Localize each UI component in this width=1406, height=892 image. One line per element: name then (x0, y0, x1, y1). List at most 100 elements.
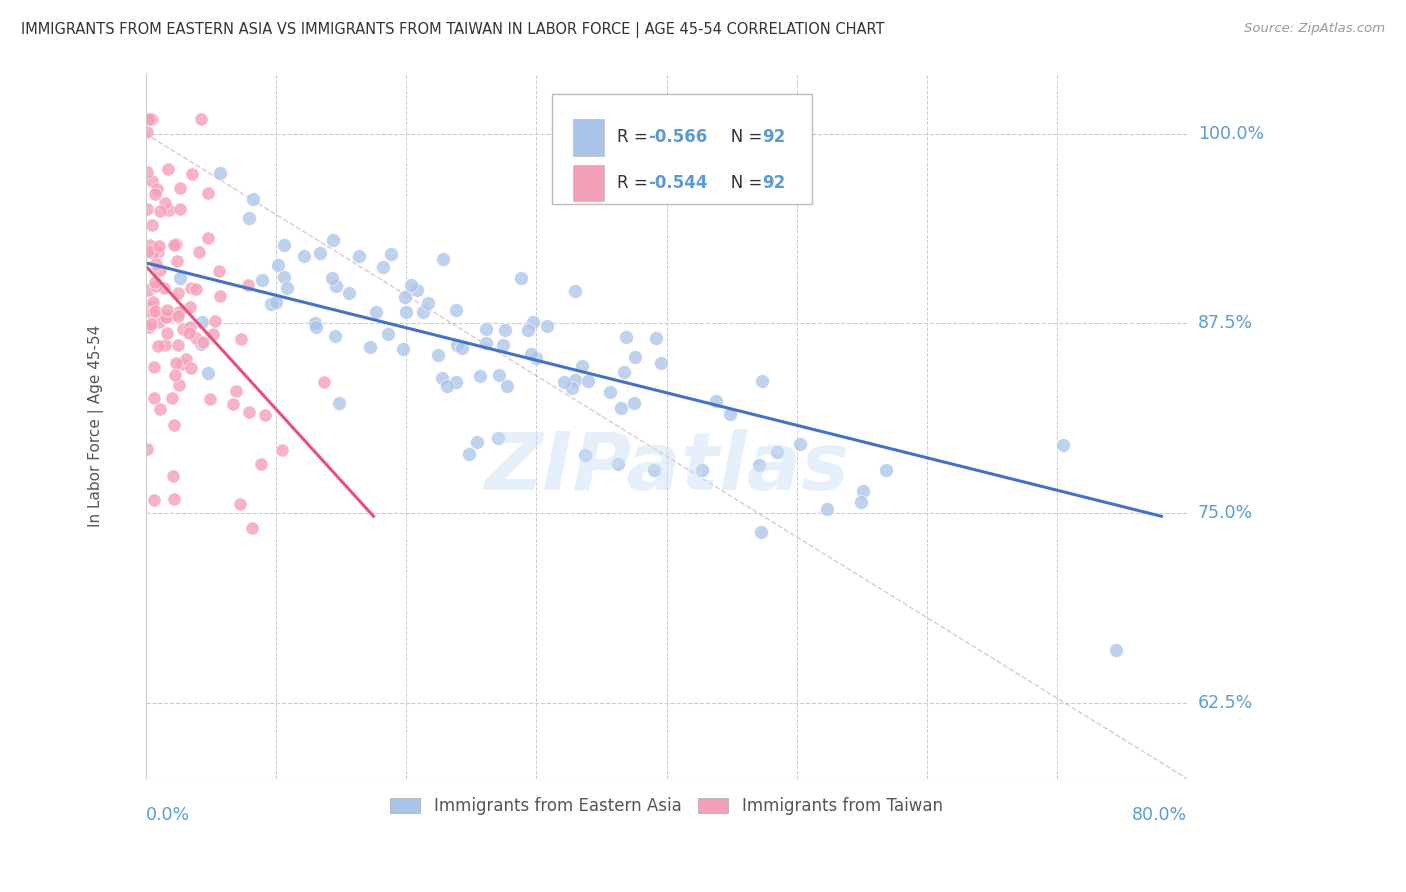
Point (495, 378, 517, 392)
Point (467, 435, 489, 450)
Point (322, 233, 344, 247)
Point (851, 494, 873, 508)
Point (155, 308, 177, 322)
Point (157, 161, 180, 176)
Point (394, 305, 416, 319)
Text: 0.0%: 0.0% (146, 806, 190, 824)
Point (468, 369, 491, 384)
Point (143, 186, 166, 201)
Legend: Immigrants from Eastern Asia, Immigrants from Taiwan: Immigrants from Eastern Asia, Immigrants… (382, 789, 950, 823)
Point (613, 365, 636, 379)
Point (145, 182, 167, 196)
Text: N =: N = (716, 128, 768, 146)
Point (197, 231, 219, 245)
Point (135, 125, 157, 139)
Point (156, 326, 179, 341)
Point (436, 379, 458, 393)
Point (576, 374, 599, 388)
Text: -0.566: -0.566 (648, 128, 707, 146)
Point (875, 463, 897, 477)
FancyBboxPatch shape (553, 95, 813, 203)
Text: 100.0%: 100.0% (1198, 125, 1264, 143)
Point (141, 306, 163, 320)
Point (172, 357, 194, 371)
Text: IMMIGRANTS FROM EASTERN ASIA VS IMMIGRANTS FROM TAIWAN IN LABOR FORCE | AGE 45-5: IMMIGRANTS FROM EASTERN ASIA VS IMMIGRAN… (21, 22, 884, 38)
Point (690, 463, 713, 477)
Point (253, 408, 276, 422)
Point (136, 165, 159, 179)
Text: 80.0%: 80.0% (1132, 806, 1188, 824)
Point (136, 283, 159, 297)
Point (146, 245, 169, 260)
Point (172, 322, 194, 336)
Point (143, 303, 166, 318)
Point (259, 296, 281, 310)
Point (202, 326, 225, 341)
Point (510, 271, 533, 285)
Point (444, 376, 467, 390)
Point (163, 238, 186, 252)
Text: R =: R = (616, 128, 652, 146)
Text: -0.544: -0.544 (648, 174, 707, 192)
Point (564, 373, 586, 387)
Point (765, 445, 787, 459)
Point (273, 238, 295, 252)
Point (149, 263, 172, 277)
Point (138, 319, 160, 334)
Point (432, 252, 454, 266)
Point (167, 304, 190, 318)
Point (451, 341, 474, 355)
Point (169, 270, 191, 285)
Point (141, 112, 163, 126)
Text: 92: 92 (762, 128, 786, 146)
Point (229, 332, 252, 346)
Text: Source: ZipAtlas.com: Source: ZipAtlas.com (1244, 22, 1385, 36)
Point (488, 368, 510, 383)
Point (167, 377, 190, 392)
Point (427, 348, 450, 362)
Point (406, 284, 429, 298)
Point (157, 309, 180, 323)
Point (166, 355, 188, 369)
Point (526, 351, 548, 366)
Point (266, 258, 288, 272)
Text: In Labor Force | Age 45-54: In Labor Force | Age 45-54 (87, 325, 104, 527)
Point (136, 442, 159, 456)
Point (644, 331, 666, 345)
Text: 92: 92 (762, 174, 786, 192)
Point (377, 327, 399, 342)
Point (494, 323, 516, 337)
Point (748, 458, 770, 472)
Point (305, 319, 328, 334)
Point (198, 392, 221, 407)
Point (475, 322, 498, 336)
Point (522, 315, 544, 329)
Point (167, 285, 190, 300)
Point (492, 338, 515, 352)
Point (186, 331, 208, 345)
Point (564, 284, 586, 298)
Point (623, 396, 645, 410)
Point (139, 237, 162, 252)
Point (815, 502, 838, 516)
Point (325, 329, 347, 343)
Point (650, 356, 672, 370)
Point (574, 448, 596, 462)
Point (751, 375, 773, 389)
Point (412, 305, 434, 319)
Point (179, 319, 201, 334)
Point (789, 437, 811, 451)
Point (391, 342, 413, 356)
Point (179, 326, 201, 340)
Point (609, 401, 631, 415)
Point (166, 253, 188, 268)
Point (142, 294, 165, 309)
Point (180, 281, 202, 295)
Point (143, 392, 166, 406)
Point (624, 350, 647, 364)
Point (250, 273, 273, 287)
Point (561, 381, 583, 395)
Point (165, 236, 187, 251)
Point (276, 281, 298, 295)
Point (208, 166, 231, 180)
